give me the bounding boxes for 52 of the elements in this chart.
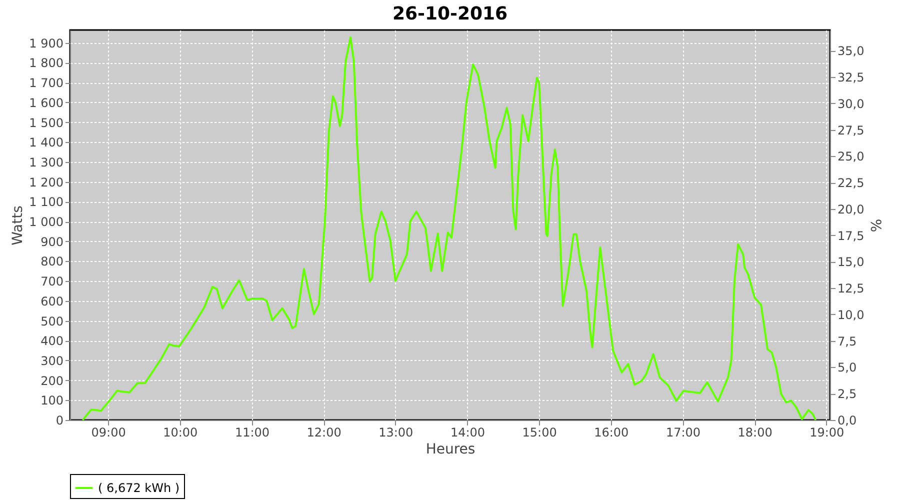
legend-label: ( 6,672 kWh ) [98, 481, 180, 495]
line-series [82, 36, 817, 421]
y-tick-label: 1 400 [29, 136, 64, 150]
y2-tick-label: 25,0 [838, 150, 864, 164]
x-tick-label: 14:00 [450, 426, 486, 440]
y-tick-label: 1 500 [29, 116, 64, 130]
y-tick-label: 1 000 [29, 215, 64, 230]
y2-tick-label: 20,0 [838, 202, 864, 216]
y-tick-label: 200 [40, 374, 64, 388]
x-tick-label: 09:00 [91, 426, 126, 440]
y2-tick-label: 5,0 [838, 360, 857, 375]
y-axis-title: Watts [10, 206, 26, 246]
x-tick-label: 19:00 [810, 426, 844, 440]
x-tick-label: 16:00 [594, 426, 629, 440]
y-tick-label: 300 [40, 354, 64, 368]
y-tick-label: 1 900 [29, 36, 64, 50]
x-tick-label: 12:00 [306, 426, 342, 440]
y-tick-label: 600 [40, 294, 64, 308]
y-tick-label: 1 100 [29, 195, 64, 210]
y2-tick-label: 10,0 [838, 308, 864, 322]
x-tick-label: 18:00 [738, 426, 772, 440]
y2-tick-label: 30,0 [838, 96, 864, 111]
x-tick-label: 15:00 [522, 426, 557, 440]
y-tick-label: 400 [40, 334, 64, 348]
y2-tick-label: 12,5 [838, 282, 864, 296]
y-tick-label: 1 200 [29, 175, 64, 190]
y-tick-label: 1 600 [29, 96, 64, 110]
y2-tick-label: 7,5 [838, 334, 857, 348]
y2-tick-label: 2,5 [838, 387, 857, 402]
x-axis-title: Heures [426, 442, 476, 458]
y2-tick-label: 17,5 [838, 228, 864, 243]
y2-tick-label: 35,0 [838, 44, 864, 58]
x-tick-label: 17:00 [666, 426, 701, 440]
y2-axis-title: % [867, 218, 884, 232]
y-tick-label: 900 [40, 234, 64, 249]
x-tick-label: 11:00 [234, 426, 270, 440]
y-tick-label: 500 [40, 314, 64, 328]
y2-tick-label: 32,5 [838, 70, 864, 85]
y2-tick-label: 15,0 [838, 255, 864, 270]
y2-tick-label: 0,0 [838, 414, 857, 428]
chart-title: 26-10-2016 [392, 3, 508, 24]
y-tick-label: 700 [40, 274, 64, 289]
y-tick-label: 800 [40, 254, 64, 269]
y-tick-label: 1 700 [29, 76, 64, 90]
y-tick-label: 100 [40, 394, 64, 408]
y2-tick-label: 22,5 [838, 176, 864, 190]
y-tick-label: 0 [56, 414, 64, 428]
x-tick-label: 10:00 [163, 426, 198, 440]
y2-tick-label: 27,5 [838, 123, 864, 138]
x-tick-label: 13:00 [378, 426, 414, 440]
y-tick-label: 1 800 [29, 56, 64, 70]
y-tick-label: 1 300 [29, 155, 64, 170]
